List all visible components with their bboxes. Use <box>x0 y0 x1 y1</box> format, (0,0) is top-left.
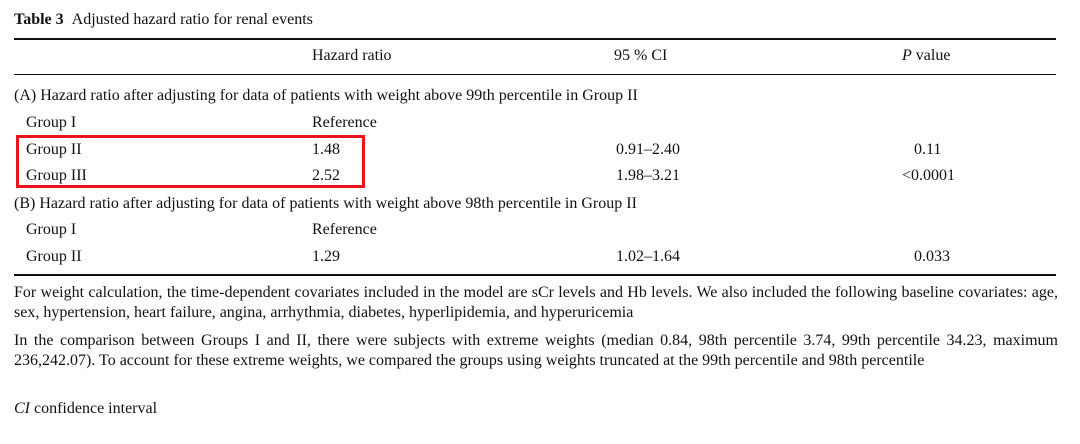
row-a3-ci: 1.98–3.21 <box>616 167 680 184</box>
row-a2-p: 0.11 <box>914 141 942 158</box>
header-p-value: P value <box>902 46 950 66</box>
header-rule <box>14 74 1056 75</box>
row-b2-p: 0.033 <box>914 248 950 265</box>
row-a3-hr: 2.52 <box>312 167 340 184</box>
row-b1-hr: Reference <box>312 221 377 238</box>
row-a3-group: Group III <box>26 167 87 184</box>
row-a3-p: <0.0001 <box>902 167 956 184</box>
row-a1-group: Group I <box>26 114 77 131</box>
footnote-abbreviation: CI confidence interval <box>14 399 1058 419</box>
row-b1-group: Group I <box>26 221 77 238</box>
footnote-weight-calculation: For weight calculation, the time-depende… <box>14 284 1058 321</box>
row-a2-ci: 0.91–2.40 <box>616 141 680 158</box>
table-caption: Table 3 Adjusted hazard ratio for renal … <box>14 10 313 30</box>
header-p-symbol: P <box>902 47 912 64</box>
highlight-box <box>16 135 365 188</box>
row-b2-hr: 1.29 <box>312 248 340 265</box>
section-b-title: (B) Hazard ratio after adjusting for dat… <box>14 195 637 212</box>
top-rule <box>14 38 1056 40</box>
footnote-extreme-weights: In the comparison between Groups I and I… <box>14 332 1058 369</box>
row-a2-group: Group II <box>26 141 82 158</box>
row-b2-group: Group II <box>26 248 82 265</box>
abbr-term: CI <box>14 400 30 417</box>
table-title: Adjusted hazard ratio for renal events <box>71 11 313 28</box>
header-hazard-ratio: Hazard ratio <box>312 47 392 64</box>
header-p-word: value <box>911 47 951 64</box>
bottom-rule <box>14 274 1056 276</box>
row-b2-ci: 1.02–1.64 <box>616 248 680 265</box>
abbr-definition: confidence interval <box>30 400 158 417</box>
header-ci: 95 % CI <box>614 47 668 64</box>
section-a-title: (A) Hazard ratio after adjusting for dat… <box>14 87 638 104</box>
row-a1-hr: Reference <box>312 114 377 131</box>
row-a2-hr: 1.48 <box>312 141 340 158</box>
table-label: Table 3 <box>14 11 64 28</box>
